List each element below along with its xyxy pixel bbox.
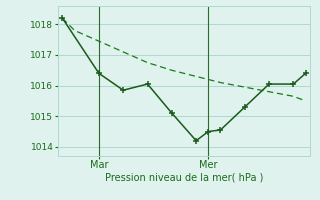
X-axis label: Pression niveau de la mer( hPa ): Pression niveau de la mer( hPa ) <box>105 173 263 183</box>
